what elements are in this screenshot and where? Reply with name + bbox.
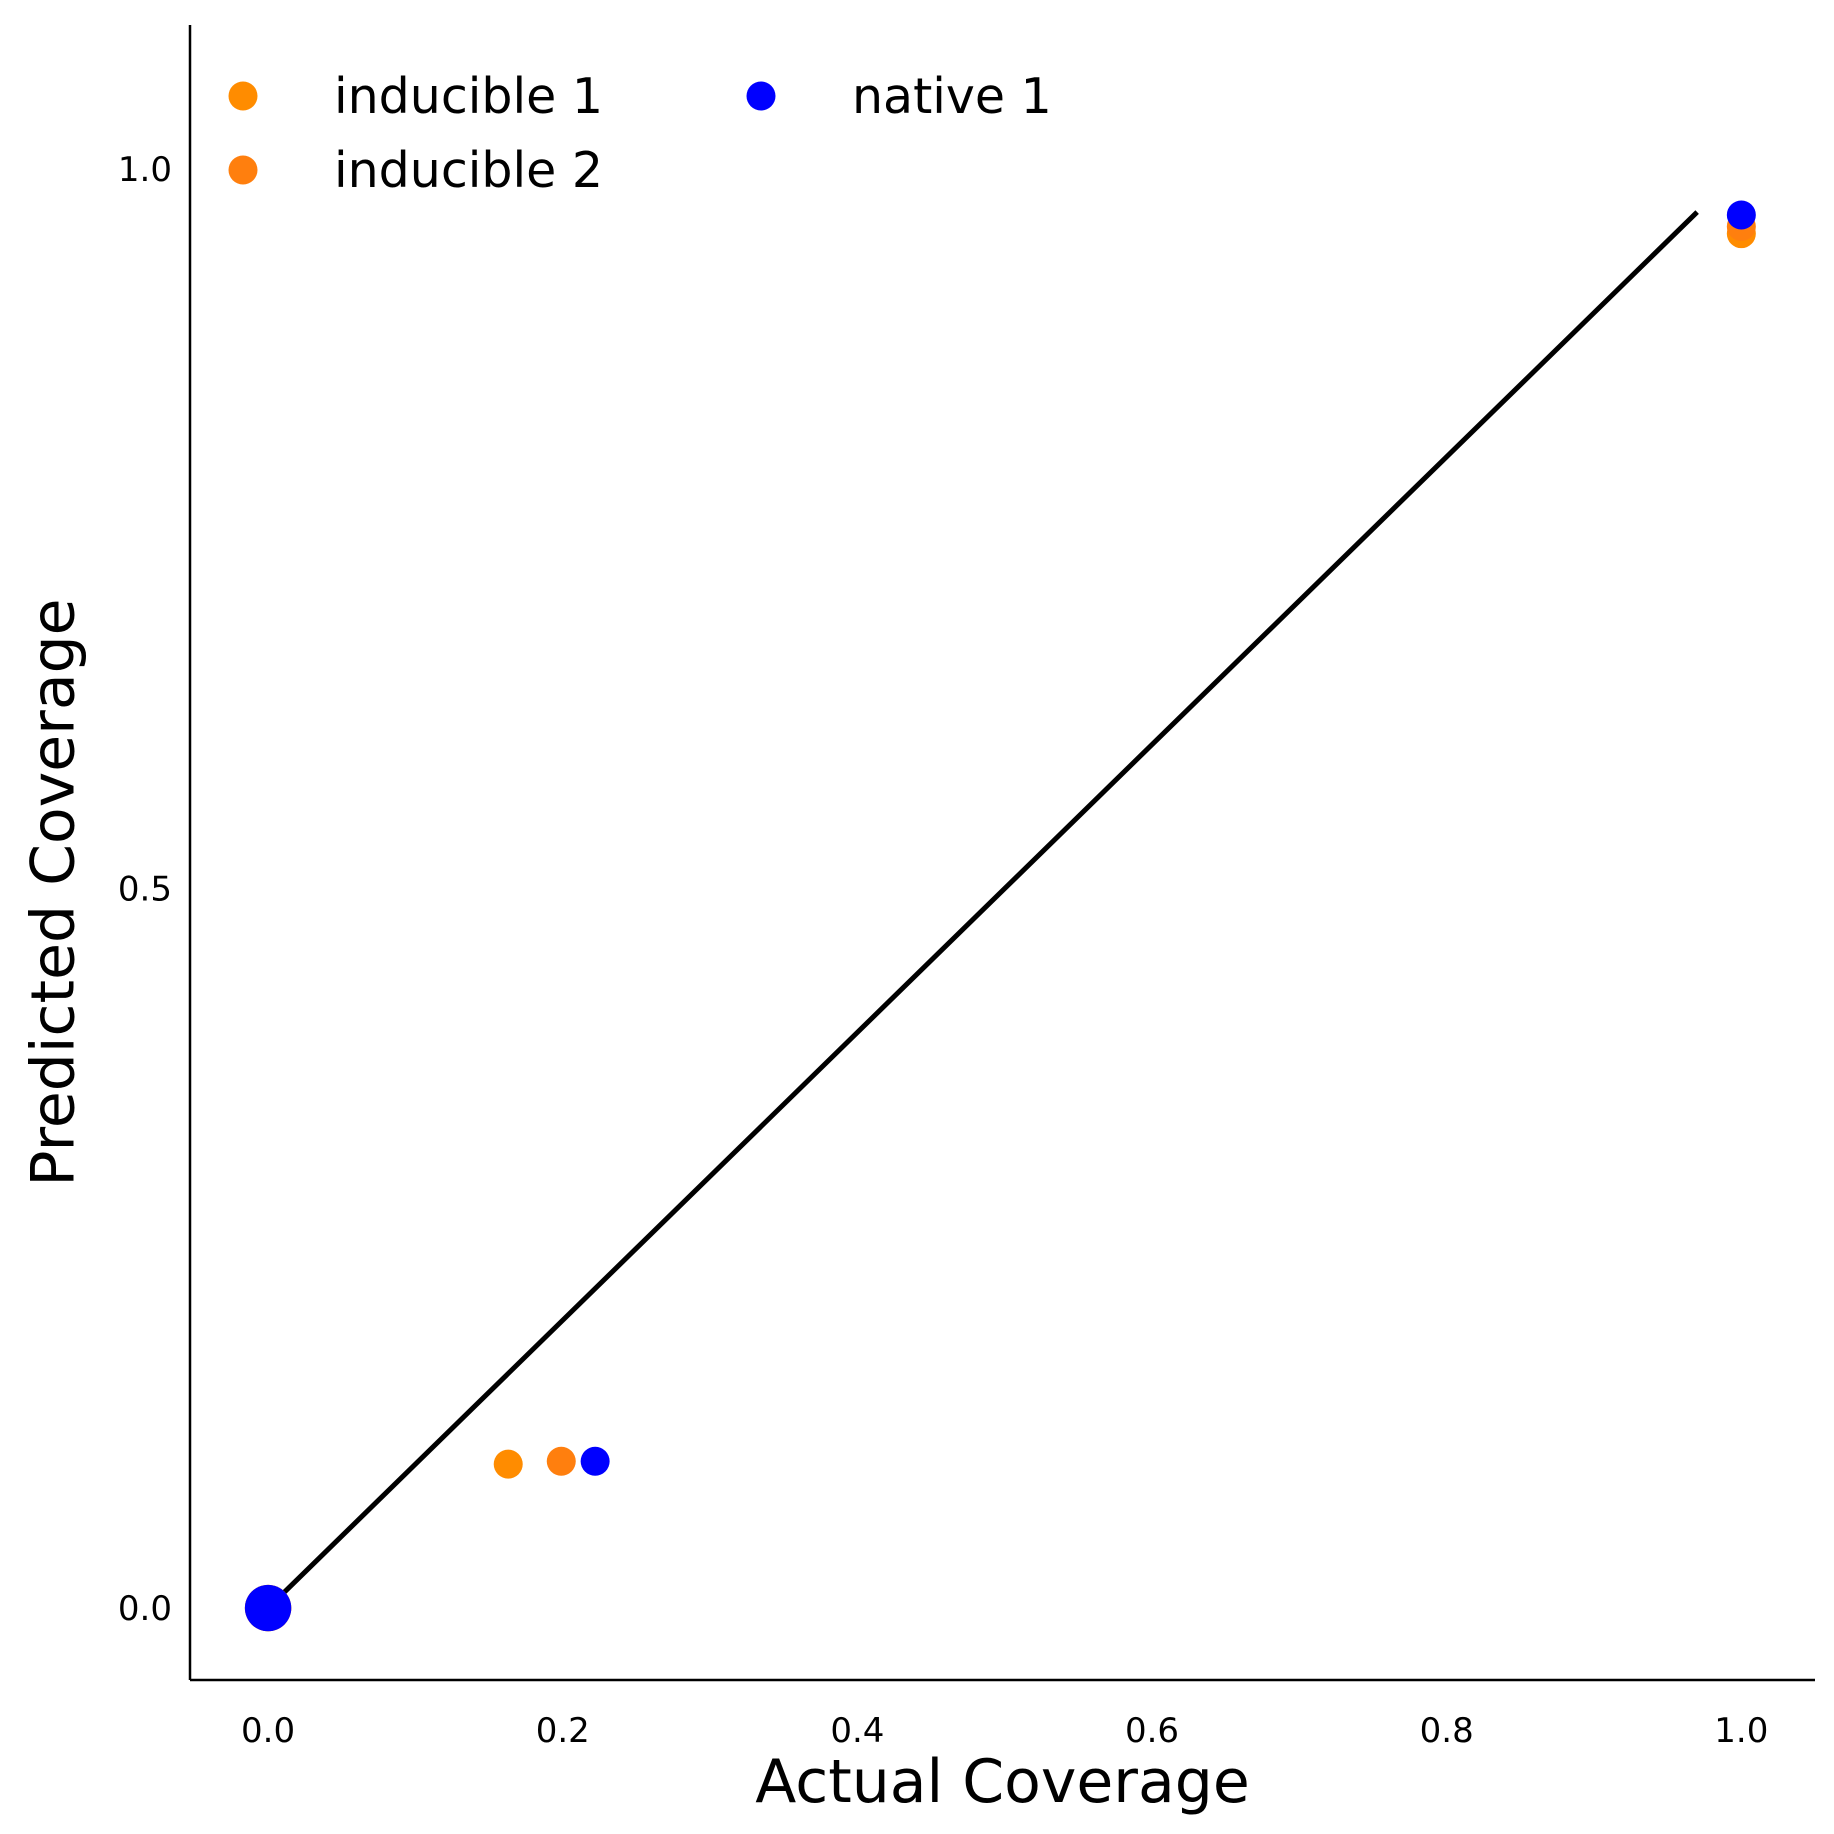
x-axis-label: Actual Coverage: [755, 1747, 1250, 1817]
y-axis-label: Predicted Coverage: [19, 598, 89, 1186]
data-point-inducible-1: [493, 1449, 523, 1479]
legend-marker-inducible-1: [228, 81, 258, 111]
legend-marker-native-1: [746, 81, 776, 111]
x-tick-label: 0.4: [830, 1711, 884, 1751]
legend-label-inducible-2: inducible 2: [334, 142, 603, 199]
y-tick-label: 0.0: [118, 1589, 172, 1629]
x-tick-label: 0.6: [1125, 1711, 1179, 1751]
legend-label-native-1: native 1: [852, 68, 1052, 125]
y-tick-label: 1.0: [118, 150, 172, 190]
x-tick-label: 0.0: [241, 1711, 295, 1751]
x-tick-label: 0.2: [536, 1711, 590, 1751]
data-points: [244, 200, 1756, 1632]
data-point-inducible-2: [546, 1446, 576, 1476]
data-point-native-1: [1726, 200, 1756, 230]
x-tick-label: 0.8: [1420, 1711, 1474, 1751]
axes: 0.0 0.2 0.4 0.6 0.8 1.0 0.0 0.5 1.0: [118, 25, 1815, 1751]
data-point-native-1: [580, 1446, 610, 1476]
data-point-native-1: [244, 1584, 292, 1632]
reference-line-layer: [266, 210, 1699, 1610]
legend: inducible 1 inducible 2 native 1: [228, 68, 1052, 199]
legend-marker-inducible-2: [228, 155, 258, 185]
legend-label-inducible-1: inducible 1: [334, 68, 603, 125]
x-tick-label: 1.0: [1714, 1711, 1768, 1751]
reference-line: [266, 210, 1699, 1610]
y-tick-label: 0.5: [118, 869, 172, 909]
